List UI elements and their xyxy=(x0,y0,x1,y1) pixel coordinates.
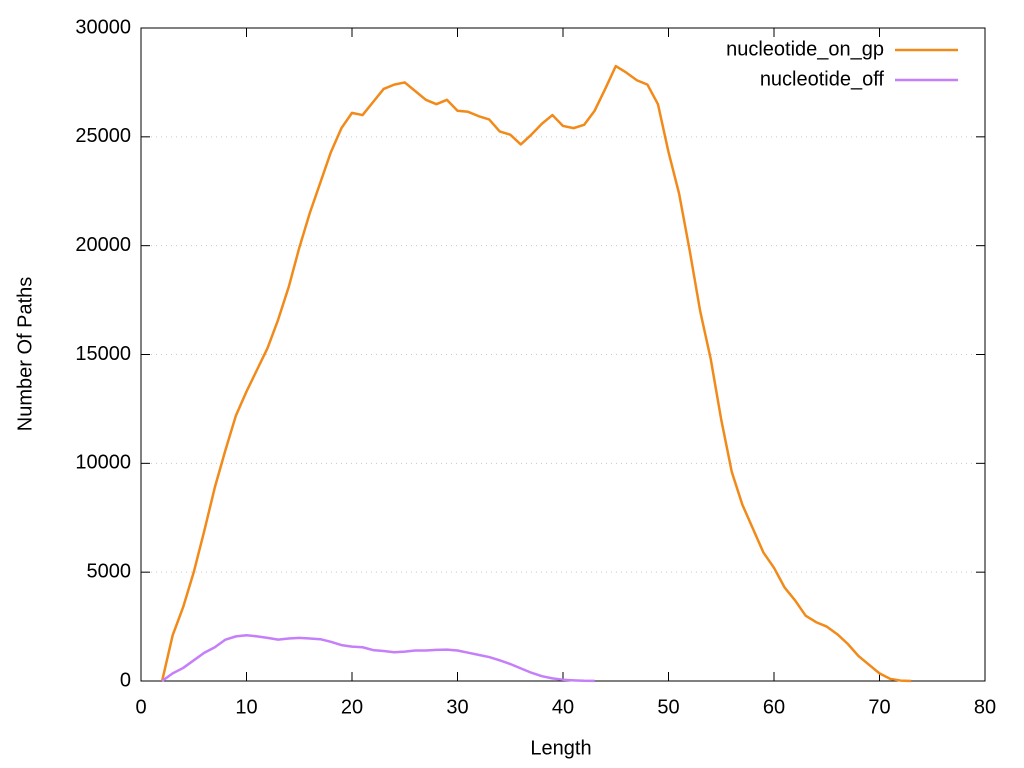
y-tick-label: 15000 xyxy=(75,343,131,365)
x-tick-label: 70 xyxy=(868,696,890,718)
y-tick-label: 5000 xyxy=(87,560,132,582)
series-line xyxy=(161,634,595,683)
x-tick-label: 80 xyxy=(974,696,996,718)
y-axis-label: Number Of Paths xyxy=(14,277,36,432)
x-tick-label: 30 xyxy=(446,696,468,718)
y-tick-label: 25000 xyxy=(75,125,131,147)
plot-border xyxy=(140,27,986,682)
x-tick-label: 0 xyxy=(135,696,146,718)
x-axis-label: Length xyxy=(530,737,591,759)
y-tick-label: 30000 xyxy=(75,16,131,38)
x-tick-label: 50 xyxy=(657,696,679,718)
legend-label: nucleotide_off xyxy=(760,68,885,90)
y-tick-label: 20000 xyxy=(75,234,131,256)
series-line xyxy=(160,64,912,683)
y-tick-label: 0 xyxy=(120,669,131,691)
x-tick-label: 40 xyxy=(552,696,574,718)
x-tick-label: 60 xyxy=(763,696,785,718)
legend-label: nucleotide_on_gp xyxy=(726,38,884,60)
x-tick-label: 10 xyxy=(235,696,257,718)
x-tick-label: 20 xyxy=(341,696,363,718)
y-tick-label: 10000 xyxy=(75,452,131,474)
